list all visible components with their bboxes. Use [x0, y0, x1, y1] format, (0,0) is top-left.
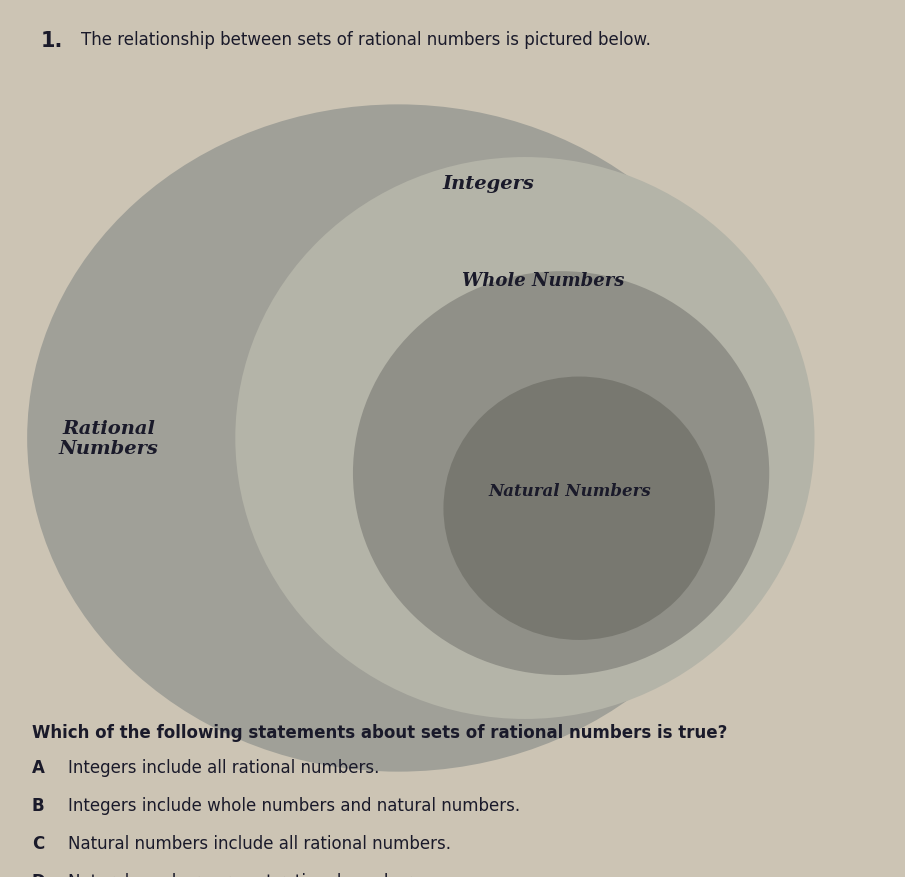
Text: Whole Numbers: Whole Numbers [462, 272, 624, 289]
Ellipse shape [443, 377, 715, 640]
Text: A: A [32, 759, 44, 777]
Text: Integers: Integers [443, 175, 535, 193]
Text: Natural Numbers: Natural Numbers [489, 482, 652, 500]
Ellipse shape [235, 158, 814, 719]
Text: B: B [32, 796, 44, 815]
Text: Rational
Numbers: Rational Numbers [59, 419, 158, 458]
Text: C: C [32, 834, 44, 852]
Text: Integers include whole numbers and natural numbers.: Integers include whole numbers and natur… [68, 796, 520, 815]
Text: Which of the following statements about sets of rational numbers is true?: Which of the following statements about … [32, 724, 727, 742]
Text: 1.: 1. [41, 31, 63, 51]
Ellipse shape [27, 105, 769, 772]
Ellipse shape [353, 272, 769, 675]
Text: Natural numbers include all rational numbers.: Natural numbers include all rational num… [68, 834, 451, 852]
Text: The relationship between sets of rational numbers is pictured below.: The relationship between sets of rationa… [81, 31, 652, 49]
Text: Integers include all rational numbers.: Integers include all rational numbers. [68, 759, 379, 777]
Text: Natural numbers are not rational numbers.: Natural numbers are not rational numbers… [68, 872, 425, 877]
Text: D: D [32, 872, 45, 877]
